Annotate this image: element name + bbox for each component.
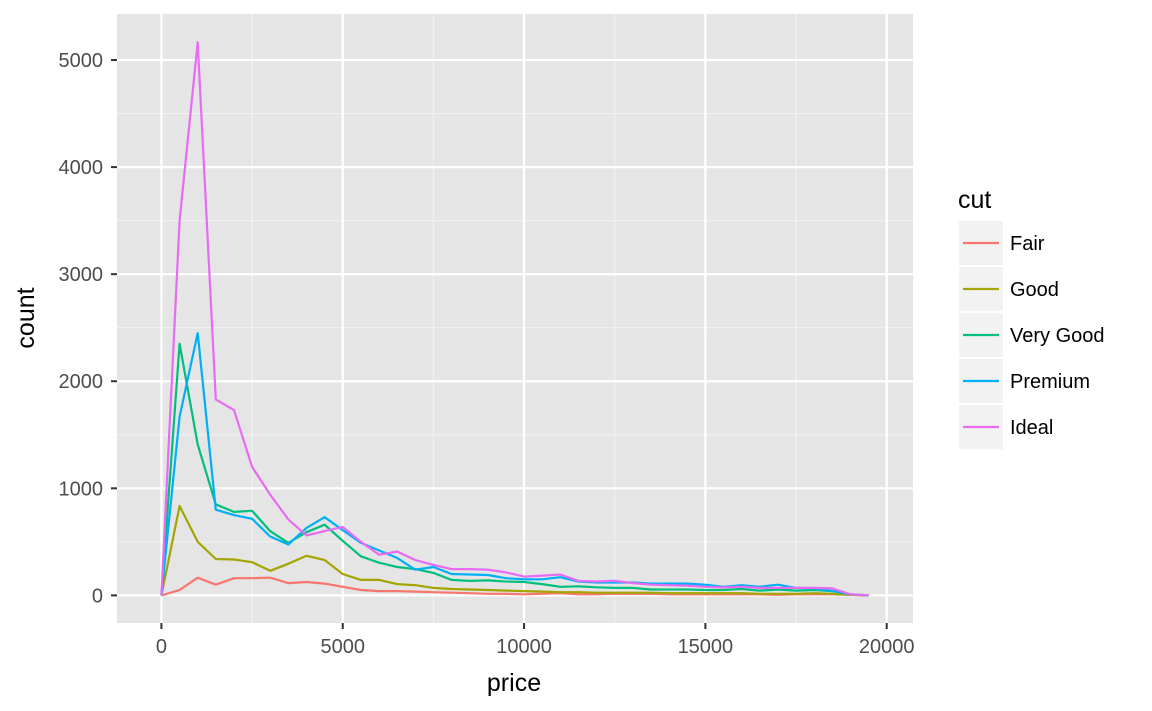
minor-gridlines (117, 14, 913, 623)
series-line-premium (160, 332, 869, 597)
legend-label-fair: Fair (1010, 233, 1045, 255)
x-tick-label: 5000 (320, 636, 365, 658)
legend: cut Fair Good Very Good Premium Ideal (958, 186, 1105, 449)
x-tick-label: 10000 (496, 636, 552, 658)
x-tick-label: 15000 (678, 636, 734, 658)
legend-label-very-good: Very Good (1010, 325, 1105, 347)
y-tick-label: 1000 (59, 478, 104, 500)
y-axis-title: count (12, 287, 40, 348)
legend-label-good: Good (1010, 279, 1059, 301)
y-tick-label: 4000 (59, 157, 104, 179)
y-tick-label: 0 (92, 585, 103, 607)
y-tick-label: 3000 (59, 264, 104, 286)
y-tick-label: 5000 (59, 50, 104, 72)
series-line-very-good (160, 342, 869, 597)
x-tick-label: 0 (156, 636, 167, 658)
panel-background (117, 14, 913, 623)
series-line-good (160, 504, 869, 597)
legend-title: cut (958, 186, 991, 214)
x-axis-title: price (487, 669, 541, 697)
legend-label-premium: Premium (1010, 371, 1090, 393)
series-lines (160, 41, 869, 597)
x-tick-label: 20000 (859, 636, 915, 658)
y-axis: 0 1000 2000 3000 4000 5000 (59, 50, 117, 607)
legend-keys: Fair Good Very Good Premium Ideal (959, 221, 1105, 449)
x-axis: 0 5000 10000 15000 20000 (156, 623, 915, 658)
major-gridlines (117, 14, 913, 623)
plot-panel (117, 14, 913, 623)
legend-label-ideal: Ideal (1010, 417, 1053, 439)
series-line-ideal (160, 41, 869, 597)
y-tick-label: 2000 (59, 371, 104, 393)
